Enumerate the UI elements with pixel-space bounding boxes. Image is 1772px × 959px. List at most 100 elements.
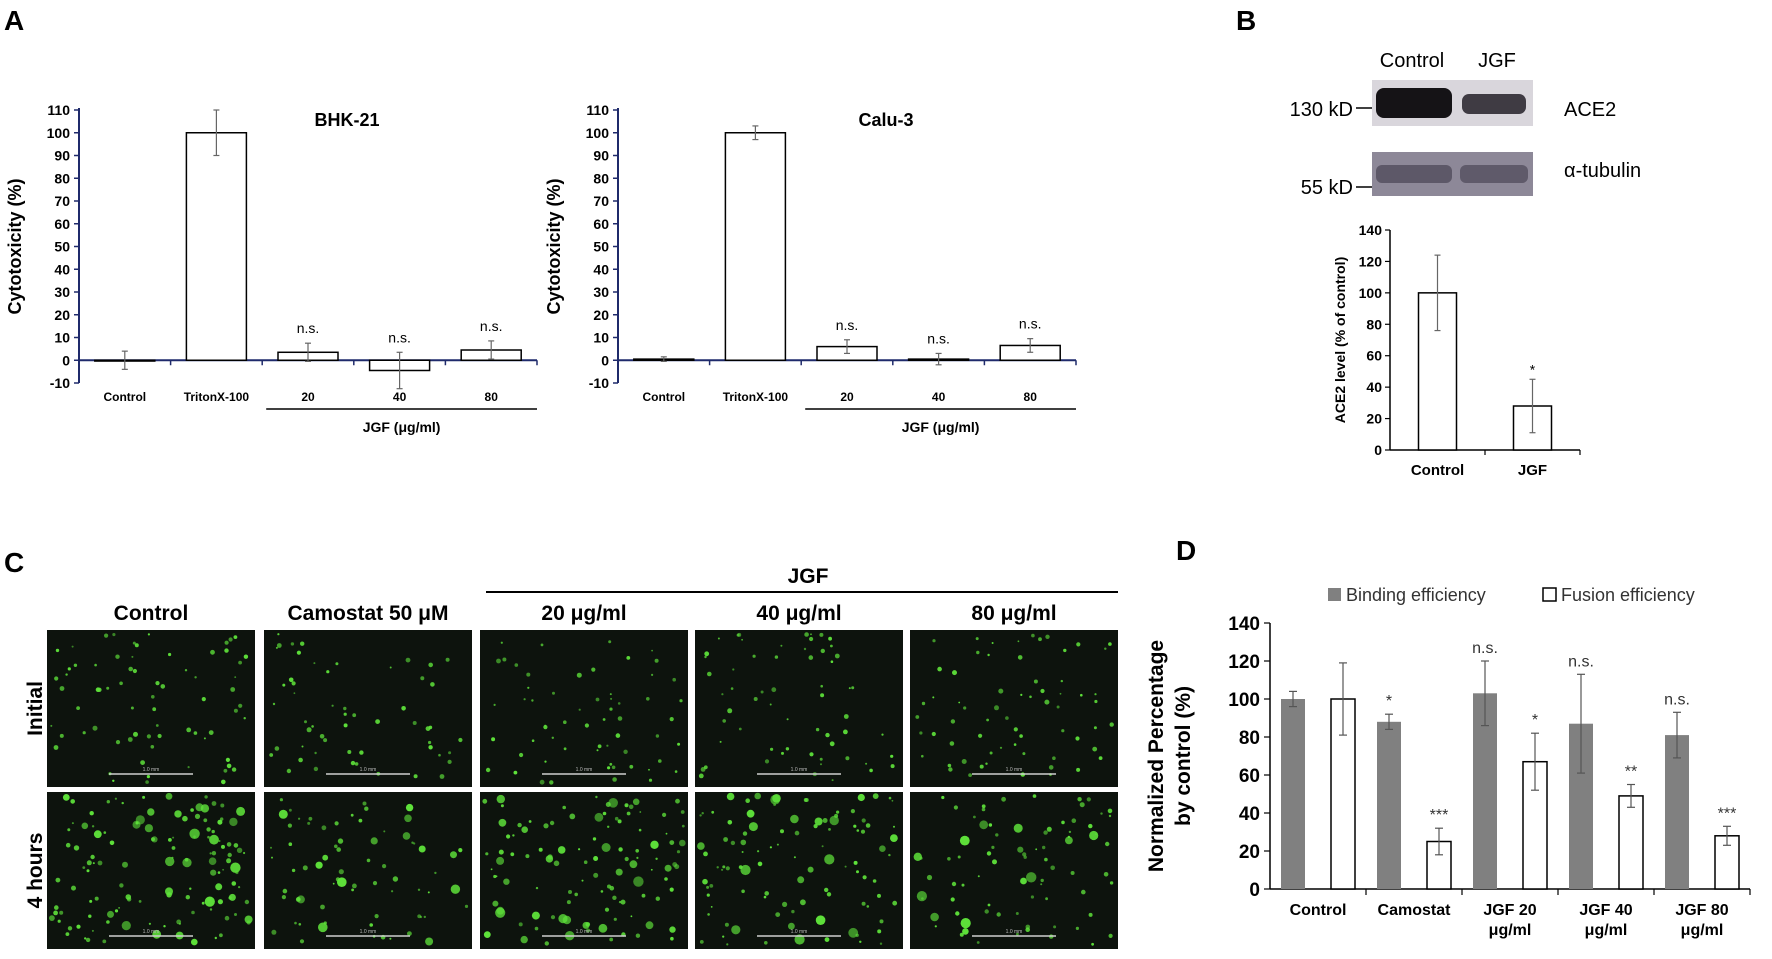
cell-dot [171, 856, 174, 859]
cell-dot [979, 820, 989, 830]
cell-dot [428, 662, 434, 668]
cell-dot [706, 893, 710, 897]
cell-dot [699, 940, 704, 944]
cell-dot [677, 742, 681, 746]
cell-dot [984, 909, 989, 914]
cell-dot [797, 876, 805, 884]
cell-dot [495, 907, 506, 918]
cell-dot [961, 759, 967, 764]
cell-dot [370, 837, 378, 845]
cell-dot [722, 865, 726, 869]
cell-dot [754, 792, 761, 800]
cell-dot [391, 890, 394, 893]
cell-dot [243, 851, 246, 855]
cell-dot [1109, 881, 1114, 885]
cell-dot [405, 803, 414, 812]
cell-dot [1089, 830, 1099, 841]
cell-dot [675, 798, 680, 804]
cell-dot [879, 845, 886, 852]
cell-dot [189, 887, 192, 890]
cell-dot [586, 928, 591, 933]
cell-dot [165, 792, 173, 800]
cell-dot [464, 904, 469, 909]
x-tick-label: μg/ml [1585, 922, 1628, 939]
cell-dot [362, 801, 367, 806]
cell-dot [613, 917, 617, 921]
cell-dot [949, 741, 955, 746]
cell-dot [231, 881, 237, 886]
cell-dot [829, 741, 835, 747]
y-tick-label: 80 [1239, 728, 1260, 749]
bar [1618, 795, 1644, 890]
y-axis-label-line2: by control (%) [1172, 686, 1195, 826]
blot-marker-130kd: 130 kD [1290, 99, 1353, 121]
cell-dot [632, 798, 640, 806]
cell-dot [382, 864, 387, 869]
cell-dot [76, 706, 80, 710]
y-tick-label: 90 [593, 148, 609, 164]
cell-dot [130, 706, 134, 710]
cell-dot [809, 636, 814, 642]
chart-ace2-level: 0 20 40 60 80 100 120 140 Control JGF * ACE2 level … [1332, 222, 1581, 479]
panel-letter-c: C [4, 547, 24, 578]
cell-dot [206, 827, 211, 832]
cell-dot [407, 931, 412, 936]
cell-dot [851, 686, 855, 690]
cell-dot [71, 822, 74, 825]
cell-dot [1046, 826, 1052, 832]
cell-dot [855, 933, 859, 937]
cell-dot [288, 842, 293, 846]
cell-dot [193, 731, 198, 735]
cell-dot [187, 766, 190, 769]
cell-dot [877, 893, 881, 898]
cell-dot [304, 720, 307, 724]
cell-dot [991, 845, 995, 850]
cell-dot [959, 932, 964, 937]
cell-dot [986, 851, 992, 856]
cell-dot [859, 940, 862, 943]
cell-dot [655, 857, 658, 860]
cell-dot [122, 861, 128, 868]
cell-dot [543, 725, 548, 730]
cell-dot [639, 811, 642, 813]
significance-label: * [1530, 361, 1536, 377]
cell-dot [229, 817, 238, 827]
cell-dot [820, 693, 825, 698]
cell-dot [343, 723, 348, 728]
cell-dot [963, 706, 967, 710]
y-tick-label: 0 [62, 352, 70, 368]
y-tick-label: 80 [593, 170, 609, 186]
cell-dot [423, 915, 426, 919]
cell-dot [531, 699, 534, 702]
cell-dot [1040, 883, 1043, 886]
cell-dot [710, 906, 713, 908]
cell-dot [617, 716, 623, 721]
cell-dot [1043, 830, 1048, 835]
y-tick-label: 70 [593, 193, 609, 209]
cell-dot [1017, 640, 1020, 643]
cell-dot [203, 818, 208, 823]
cell-dot [157, 733, 162, 739]
cell-dot [635, 849, 639, 853]
cell-dot [722, 935, 725, 938]
micrograph-image [910, 630, 1118, 787]
cell-dot [246, 920, 251, 925]
cell-dot [514, 663, 519, 667]
cell-dot [295, 897, 301, 902]
cell-dot [287, 823, 292, 828]
cell-dot [65, 842, 71, 848]
cell-dot [957, 855, 961, 859]
cell-dot [544, 941, 549, 946]
cell-dot [90, 854, 95, 860]
cell-dot [651, 649, 653, 652]
cell-dot [132, 820, 141, 829]
cell-dot [932, 639, 936, 643]
y-tick-label: 110 [47, 102, 70, 118]
cell-dot [609, 693, 612, 696]
cell-dot [147, 633, 150, 636]
cell-dot [178, 922, 181, 925]
significance-label: n.s. [927, 330, 950, 346]
cell-dot [597, 744, 602, 749]
cell-dot [103, 831, 107, 834]
cell-dot [185, 895, 190, 900]
